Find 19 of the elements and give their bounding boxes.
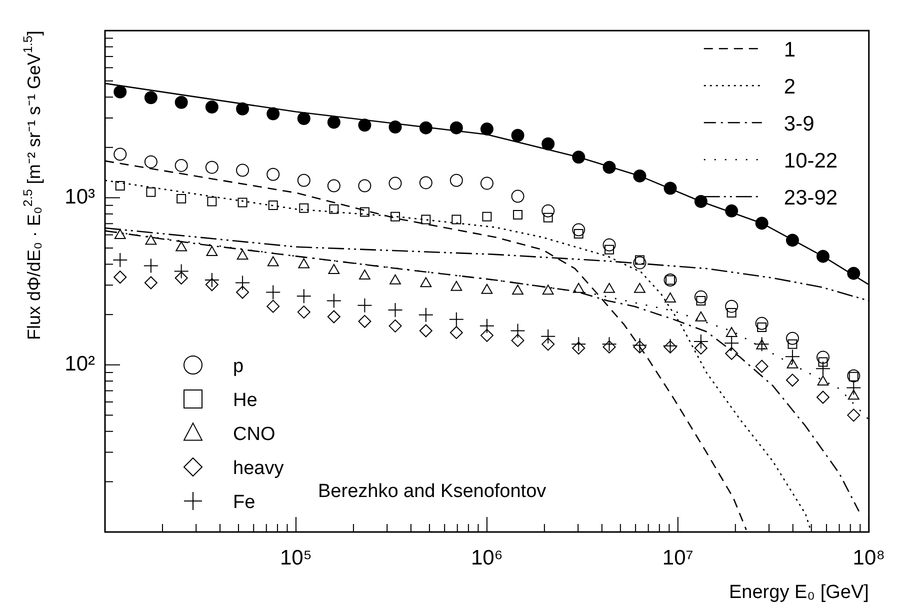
legend-label: 23-92: [784, 186, 838, 210]
legend-label: 10-22: [784, 150, 838, 173]
legend-label: 2: [784, 76, 796, 99]
legend-label: 3-9: [784, 112, 814, 136]
legend-label: heavy: [233, 458, 284, 479]
legend-label: 1: [784, 38, 796, 62]
legend-label: He: [233, 390, 258, 411]
x-tick-label: 10⁵: [280, 546, 312, 570]
legend-label: CNO: [233, 424, 276, 445]
legend-label: Fe: [233, 492, 256, 513]
x-tick-label: 10⁶: [470, 546, 503, 570]
annotation: Berezhko and Ksenofontov: [318, 481, 547, 502]
x-axis-title: Energy E₀ [GeV]: [729, 582, 869, 603]
y-axis-title: Flux dΦ/dE₀ · E₀2.5 [m⁻² sr⁻¹ s⁻¹ GeV1.5]: [20, 30, 44, 340]
y-tick-label: 10³: [64, 186, 95, 209]
x-tick-label: 10⁷: [662, 546, 694, 570]
y-tick-label: 10²: [64, 352, 95, 376]
legend-label: p: [233, 356, 244, 377]
x-tick-label: 10⁸: [852, 546, 885, 570]
